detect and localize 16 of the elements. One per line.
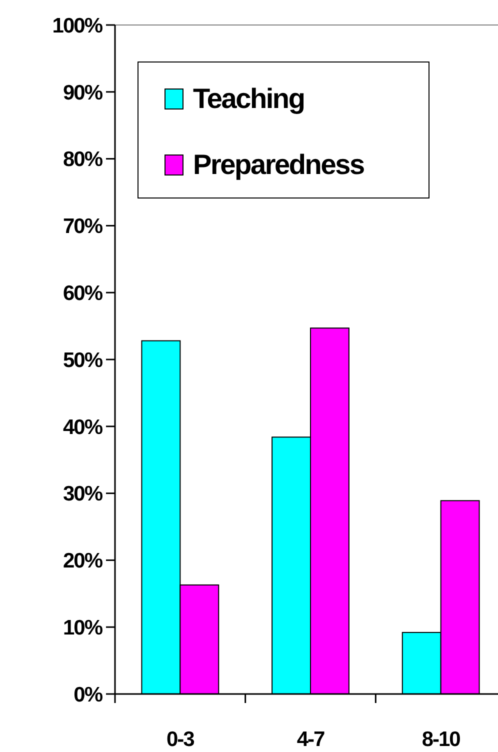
y-tick-label: 40% [62,416,104,439]
legend-label: Teaching [193,83,304,114]
y-tick-label: 70% [62,215,104,238]
x-tick-label: 0-3 [166,728,194,751]
y-tick-label: 50% [62,348,104,372]
y-tick-label: 30% [62,482,104,506]
y-tick-label: 80% [62,148,104,172]
y-tick-label: 0% [74,683,104,706]
x-tick-label: 4-7 [296,728,324,751]
y-tick-label: 10% [62,616,104,640]
legend-label: Preparedness [193,149,364,180]
y-tick-label: 60% [62,282,104,305]
y-tick-label: 100% [52,14,104,38]
y-tick-label: 90% [62,81,104,104]
x-tick-label: 8-10 [422,728,460,751]
y-tick-label: 20% [62,550,104,573]
